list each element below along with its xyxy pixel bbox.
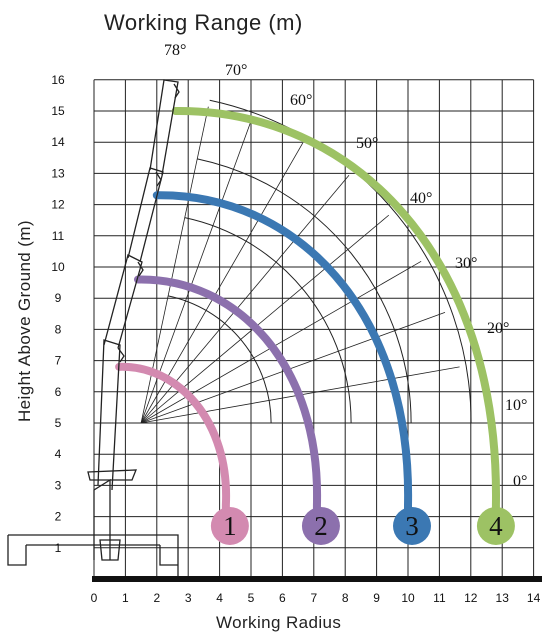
x-tick-label: 1 — [122, 591, 129, 605]
range-arc — [197, 158, 412, 424]
angle-label: 30° — [455, 255, 477, 272]
stage-badge-label: 3 — [405, 511, 419, 541]
x-tick-label: 7 — [310, 591, 317, 605]
crane-part — [155, 171, 162, 187]
angle-label: 60° — [290, 92, 312, 109]
angle-label: 10° — [505, 397, 527, 414]
y-tick-label: 14 — [51, 135, 65, 149]
y-tick-label: 8 — [55, 322, 62, 336]
x-axis-label: Working Radius — [216, 613, 341, 632]
y-tick-label: 3 — [55, 478, 62, 492]
angle-label: 20° — [487, 320, 509, 337]
stage-badge-circle — [210, 506, 249, 545]
x-tick-label: 12 — [464, 591, 478, 605]
y-tick-label: 1 — [55, 541, 62, 555]
x-tick-label: 5 — [248, 591, 255, 605]
crane-outline — [7, 79, 180, 578]
x-tick-label: 10 — [401, 591, 415, 605]
y-tick-label: 2 — [55, 510, 62, 524]
crane-part — [8, 534, 179, 578]
stage-badge-circle — [301, 506, 340, 545]
y-tick-label: 10 — [51, 260, 65, 274]
x-tick-label: 8 — [342, 591, 349, 605]
crane-part — [117, 347, 125, 363]
y-axis-label: Height Above Ground (m) — [15, 220, 34, 422]
crane-part — [127, 167, 164, 263]
angle-rays — [140, 106, 460, 424]
x-tick-label: 4 — [216, 591, 223, 605]
y-tick-label: 7 — [55, 354, 62, 368]
range-arc — [209, 99, 472, 424]
crane-part — [7, 535, 27, 566]
stage-badge-label: 1 — [223, 511, 237, 541]
angle-label: 78° — [164, 42, 186, 59]
range-arcs — [168, 99, 472, 424]
range-arc — [168, 295, 272, 424]
x-tick-label: 11 — [433, 591, 446, 605]
stage-badge-label: 2 — [314, 511, 328, 541]
x-tick-label: 9 — [373, 591, 380, 605]
crane-part — [87, 469, 137, 481]
axis-ticks: 0 1 2 3 4 5 6 7 8 9 10 11 12 13 1412345678910111213141… — [51, 73, 540, 605]
stage-curve — [115, 362, 230, 527]
y-tick-label: 13 — [51, 166, 65, 180]
stage-curve — [171, 106, 500, 527]
angle-label: 0° — [513, 473, 527, 490]
stage-badge-label: 4 — [489, 511, 503, 541]
x-tick-label: 13 — [496, 591, 510, 605]
stage-badges: 1 2 3 4 — [210, 506, 515, 545]
y-tick-label: 11 — [52, 229, 65, 243]
crane-part — [97, 339, 121, 491]
y-tick-label: 6 — [55, 385, 62, 399]
crane-part — [99, 539, 121, 561]
x-tick-label: 6 — [279, 591, 286, 605]
crane-part — [149, 79, 179, 176]
y-tick-label: 5 — [55, 416, 62, 430]
y-tick-label: 12 — [51, 198, 65, 212]
range-arc — [184, 217, 352, 424]
range-curves — [115, 106, 500, 527]
stage-badge-circle — [476, 506, 515, 545]
y-tick-label: 4 — [55, 447, 62, 461]
ground-line — [92, 576, 542, 582]
stage-curve — [152, 191, 413, 527]
x-tick-label: 2 — [153, 591, 160, 605]
stage-badge-circle — [393, 506, 431, 545]
crane-part — [137, 261, 144, 277]
angle-labels: 78° 70° 60° 50° 40° 30° 20° 10° 0° — [164, 42, 527, 490]
angle-label: 40° — [410, 190, 432, 207]
crane-part — [173, 83, 180, 99]
angle-label: 50° — [356, 135, 378, 152]
diagram-title: Working Range (m) — [104, 10, 303, 35]
x-tick-label: 3 — [185, 591, 192, 605]
crane-part — [93, 478, 111, 560]
x-tick-label: 0 — [91, 591, 98, 605]
y-tick-label: 15 — [51, 104, 65, 118]
crane-part — [159, 545, 178, 566]
y-tick-label: 9 — [55, 291, 62, 305]
y-tick-label: 16 — [51, 73, 65, 87]
crane-part — [103, 254, 143, 349]
stage-curve — [133, 275, 321, 527]
x-tick-label: 14 — [527, 591, 541, 605]
angle-label: 70° — [225, 62, 247, 79]
